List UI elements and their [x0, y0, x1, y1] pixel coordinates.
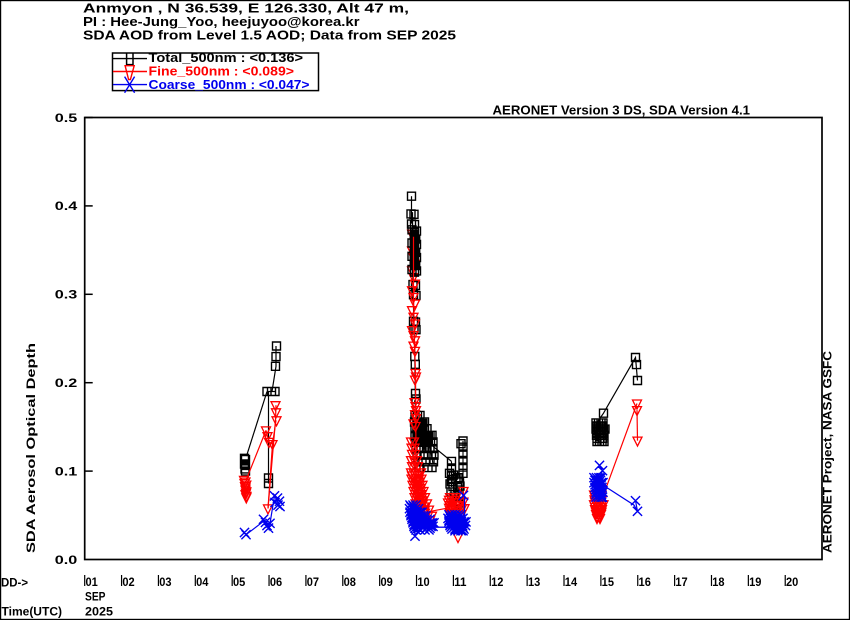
svg-text:Coarse_500nm : <0.047>: Coarse_500nm : <0.047> [149, 77, 310, 92]
svg-text:DD->: DD-> [1, 576, 28, 590]
svg-text:Time(UTC): Time(UTC) [2, 605, 62, 619]
svg-text:SEP: SEP [85, 590, 106, 604]
svg-text:0.0: 0.0 [55, 553, 78, 567]
svg-text:SDA Aerosol Optical Depth: SDA Aerosol Optical Depth [24, 343, 38, 553]
svg-text:0.3: 0.3 [55, 288, 78, 302]
svg-text:Fine_500nm : <0.089>: Fine_500nm : <0.089> [149, 63, 295, 78]
svg-text:AERONET Version 3 DS, SDA Vers: AERONET Version 3 DS, SDA Version 4.1 [493, 102, 751, 117]
svg-text:16: 16 [639, 577, 651, 589]
svg-text:19: 19 [749, 577, 761, 589]
svg-text:0.2: 0.2 [55, 376, 78, 390]
svg-text:Anmyon , N 36.539, E 126.330,: Anmyon , N 36.539, E 126.330, Alt 47 m, [83, 2, 409, 16]
svg-text:08: 08 [344, 577, 357, 589]
svg-text:0.1: 0.1 [55, 464, 78, 478]
svg-text:03: 03 [159, 577, 171, 589]
svg-text:11: 11 [454, 577, 467, 589]
svg-text:17: 17 [675, 577, 687, 589]
svg-text:20: 20 [786, 577, 798, 589]
svg-text:15: 15 [602, 577, 615, 589]
svg-text:AERONET Project, NASA GSFC: AERONET Project, NASA GSFC [821, 351, 835, 553]
svg-text:SDA AOD from Level 1.5 AOD; Da: SDA AOD from Level 1.5 AOD; Data from SE… [83, 29, 456, 43]
svg-text:PI : Hee-Jung_Yoo, heejuyoo@ko: PI : Hee-Jung_Yoo, heejuyoo@korea.kr [83, 15, 360, 29]
svg-text:10: 10 [417, 577, 429, 589]
svg-text:0.4: 0.4 [55, 199, 78, 213]
svg-text:09: 09 [380, 577, 392, 589]
svg-text:01: 01 [86, 577, 99, 589]
svg-text:0.5: 0.5 [55, 111, 78, 125]
svg-text:18: 18 [712, 577, 725, 589]
svg-text:14: 14 [565, 577, 578, 589]
svg-text:2025: 2025 [85, 605, 113, 619]
svg-text:02: 02 [122, 577, 134, 589]
svg-text:Total_500nm : <0.136>: Total_500nm : <0.136> [149, 50, 304, 65]
svg-text:06: 06 [270, 577, 282, 589]
svg-text:05: 05 [233, 577, 246, 589]
svg-text:12: 12 [491, 577, 503, 589]
svg-text:13: 13 [528, 577, 540, 589]
svg-text:07: 07 [307, 577, 319, 589]
svg-text:04: 04 [196, 577, 209, 589]
